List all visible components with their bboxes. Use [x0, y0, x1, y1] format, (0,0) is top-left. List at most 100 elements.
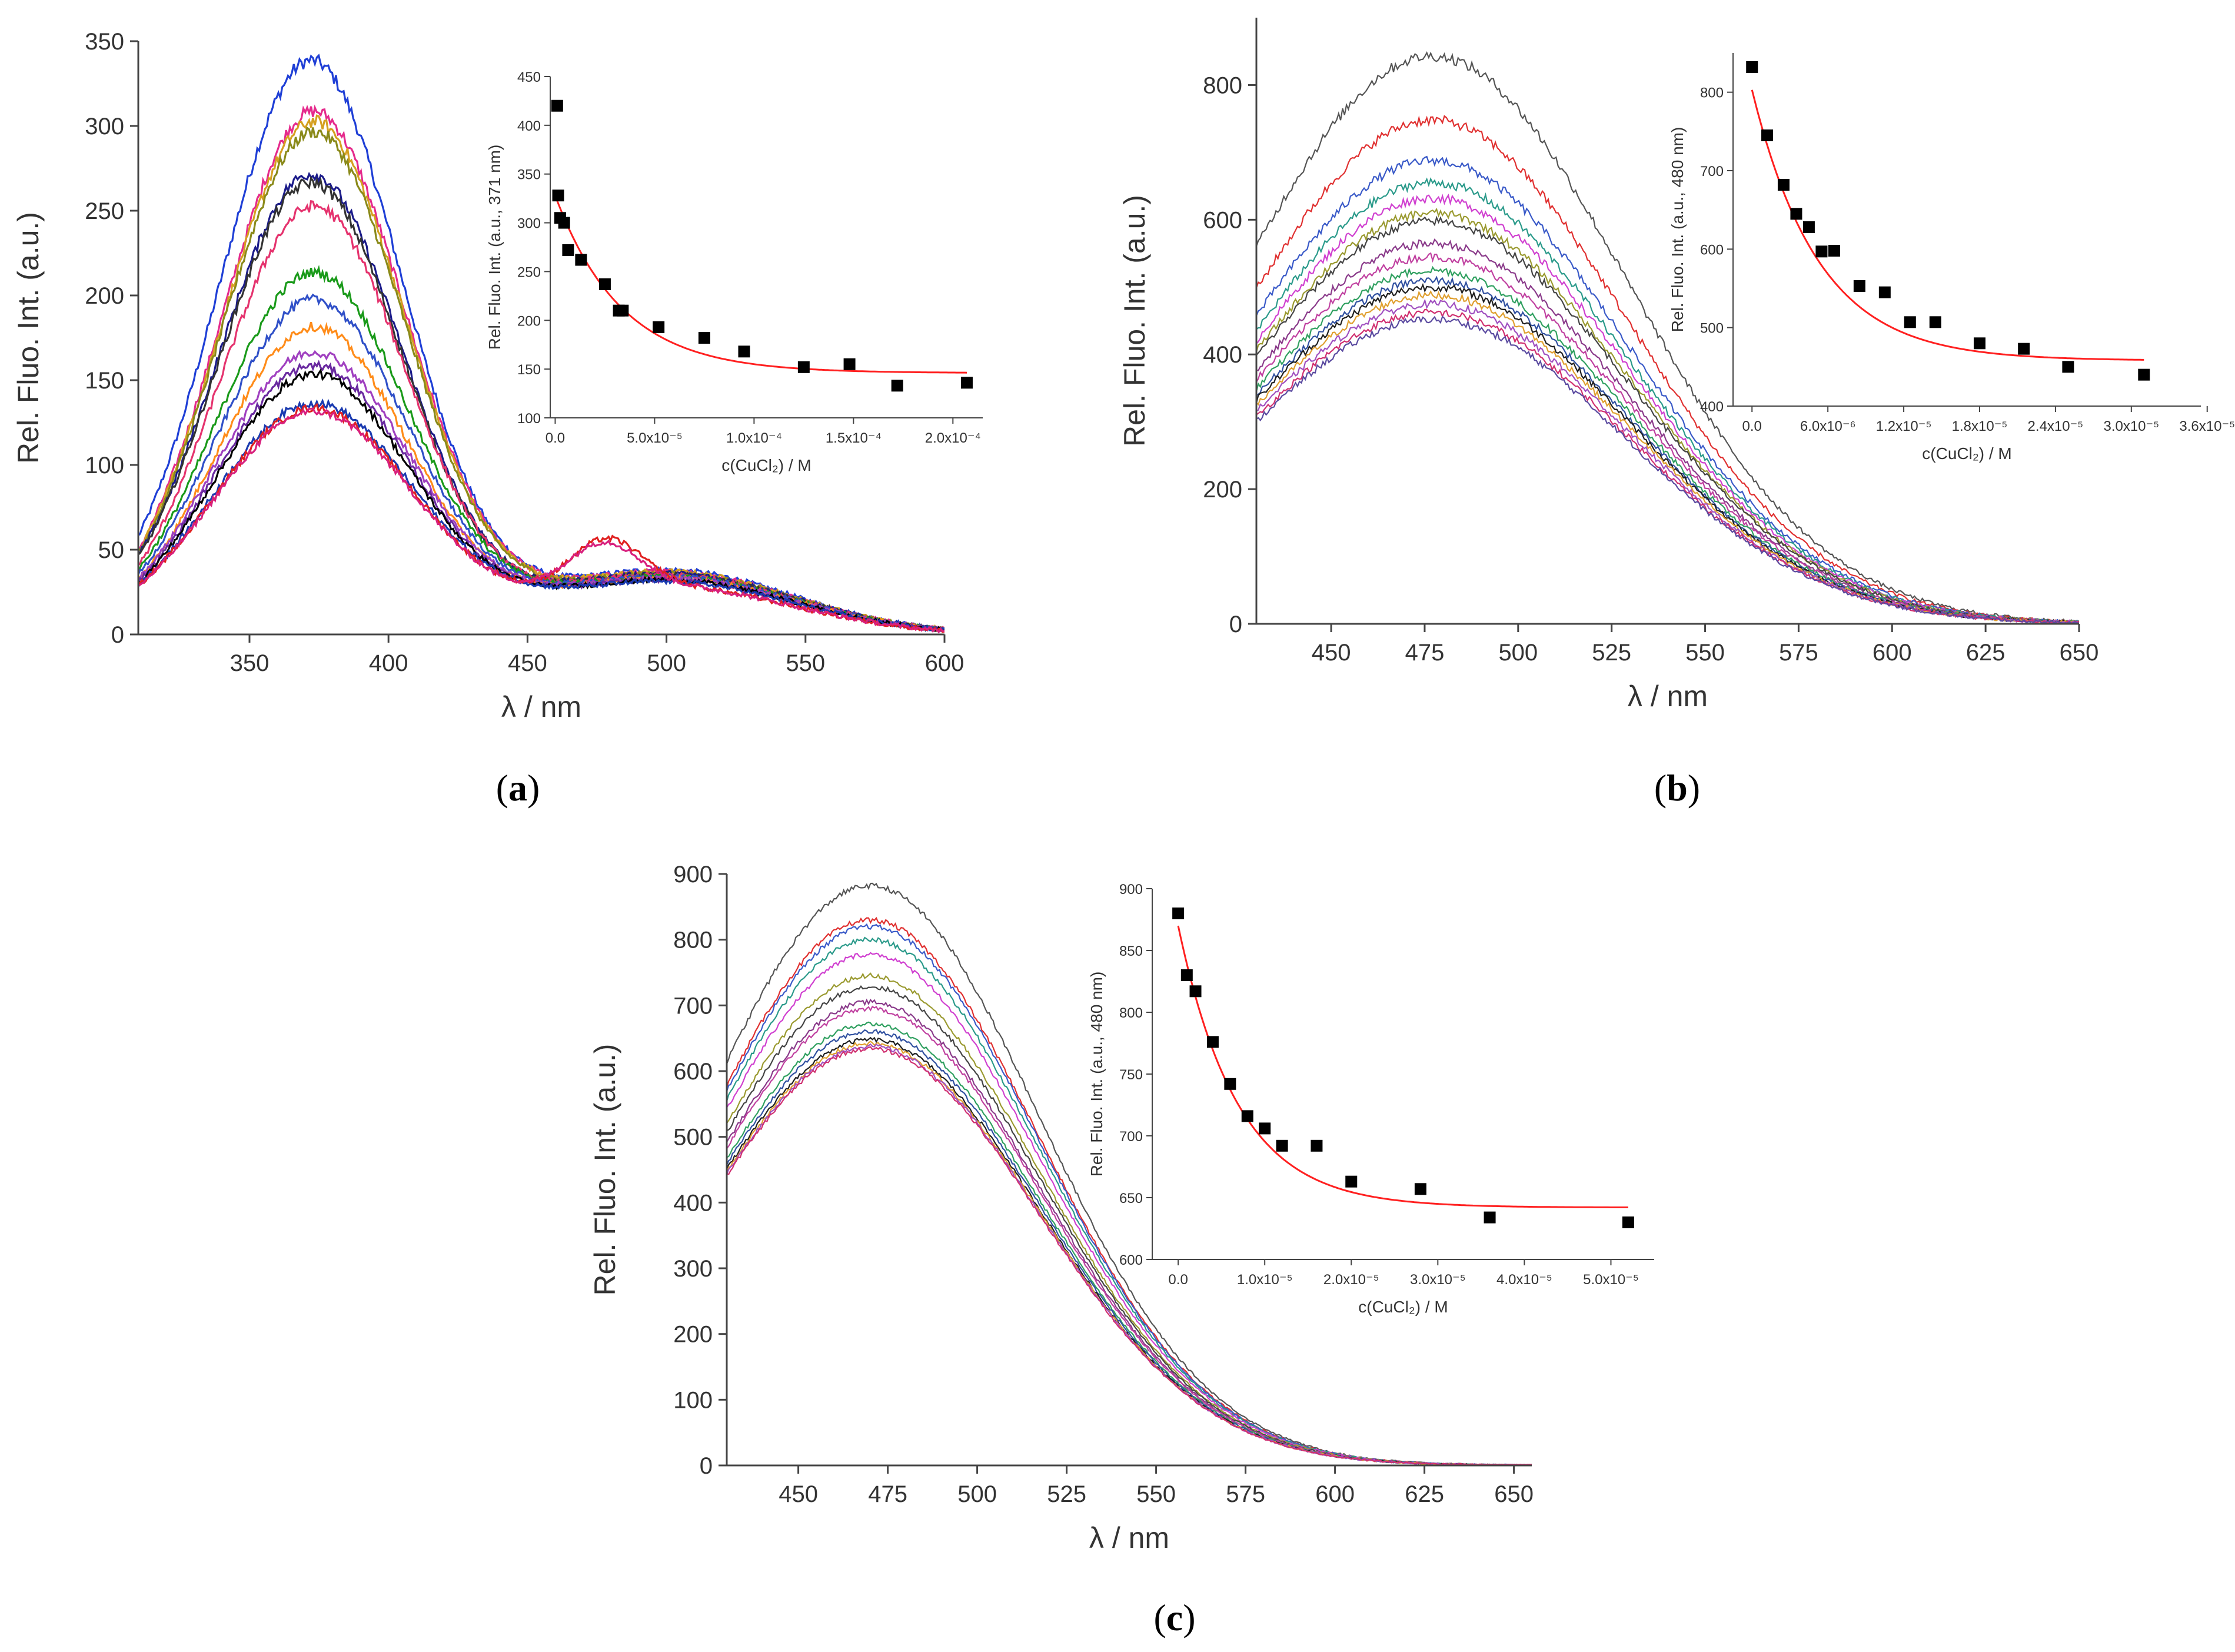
y-tick-label: 0: [700, 1453, 713, 1479]
inset-y-tick-label: 650: [1119, 1191, 1143, 1206]
inset-data-point: [1345, 1175, 1358, 1188]
inset-data-point: [891, 380, 903, 392]
inset-data-point: [698, 332, 710, 344]
y-tick-label: 100: [85, 453, 124, 478]
y-tick-label: 200: [85, 283, 124, 309]
inset-data-point: [1802, 221, 1815, 233]
inset-data-point: [562, 244, 574, 256]
spectrum-line-15: [727, 1046, 1532, 1465]
inset-data-point: [653, 321, 665, 333]
x-tick-label: 525: [1047, 1481, 1086, 1507]
spectrum-line-15: [1256, 308, 2079, 624]
y-tick-label: 800: [1203, 72, 1242, 98]
x-tick-label: 600: [925, 650, 964, 676]
x-tick-label: 525: [1592, 640, 1631, 666]
inset-x-tick-label: 1.8x10⁻⁵: [1952, 418, 2008, 434]
inset-x-tick-label: 0.0: [546, 430, 565, 446]
inset: 0.0 5.0x10⁻⁵ 1.0x10⁻⁴ 1.5x10⁻⁴ 2.0x10⁻⁴ 100 15…: [485, 69, 983, 474]
inset-data-point: [1777, 179, 1790, 191]
inset-data-point: [575, 254, 587, 266]
x-tick-label: 500: [647, 650, 686, 676]
inset-y-tick-label: 600: [1119, 1252, 1143, 1268]
spectrum-line-1: [1256, 51, 2079, 624]
inset-y-tick-label: 900: [1119, 882, 1143, 898]
inset-data-point: [960, 377, 973, 389]
inset-y-tick-label: 600: [1700, 242, 1724, 258]
inset-data-point: [1224, 1078, 1236, 1090]
inset-y-tick-label: 350: [517, 167, 541, 183]
x-tick-label: 450: [779, 1481, 818, 1507]
inset-data-point: [1828, 245, 1840, 257]
inset-data-point: [2138, 368, 2150, 381]
panel-label-a: (a): [496, 767, 540, 809]
inset-data-point: [2062, 361, 2074, 373]
inset-data-point: [1790, 208, 1802, 220]
inset-data-point: [598, 278, 611, 290]
x-axis-title: λ / nm: [501, 690, 581, 723]
inset-x-tick-label: 0.0: [1742, 418, 1762, 434]
inset-data-point: [551, 99, 563, 112]
inset-y-tick-label: 200: [517, 313, 541, 329]
inset-data-point: [1484, 1211, 1496, 1224]
inset-data-point: [1180, 969, 1193, 981]
inset-background: [550, 77, 983, 418]
y-tick-label: 900: [673, 862, 713, 888]
x-tick-label: 350: [230, 650, 270, 676]
inset-y-tick-label: 150: [517, 362, 541, 378]
spectrum-line-5: [1256, 194, 2079, 624]
x-tick-label: 450: [1312, 640, 1351, 666]
spectrum-line-7: [1256, 215, 2079, 624]
y-tick-label: 600: [1203, 207, 1242, 233]
y-tick-label: 800: [673, 928, 713, 953]
inset-data-point: [1973, 337, 1985, 350]
x-tick-label: 550: [1136, 1481, 1176, 1507]
inset-data-point: [738, 345, 750, 358]
inset-y-tick-label: 450: [517, 69, 541, 85]
y-tick-label: 0: [1229, 611, 1242, 637]
inset-data-point: [1189, 985, 1202, 998]
panel-c: 450 475 500 525 550 575 600 625 650 0 100 200 300 400…: [588, 862, 1654, 1554]
x-tick-label: 625: [1405, 1481, 1444, 1507]
y-tick-label: 600: [673, 1059, 713, 1085]
spectrum-line-14: [1256, 298, 2079, 624]
x-tick-label: 575: [1779, 640, 1818, 666]
x-tick-label: 600: [1315, 1481, 1355, 1507]
inset-fit-curve: [1177, 925, 1628, 1208]
y-tick-label: 400: [1203, 342, 1242, 368]
inset-x-tick-label: 1.2x10⁻⁵: [1876, 418, 1932, 434]
inset-y-tick-label: 400: [517, 118, 541, 134]
inset-data-point: [1815, 245, 1828, 258]
spectrum-line-14: [138, 398, 944, 633]
inset-data-point: [1853, 280, 1865, 292]
inset-x-tick-label: 5.0x10⁻⁵: [627, 430, 683, 446]
inset-x-tick-label: 2.0x10⁻⁴: [925, 430, 981, 446]
inset-data-point: [843, 358, 856, 370]
y-axis-title: Rel. Fluo. Int. (a.u.): [588, 1044, 621, 1296]
x-axis-title: λ / nm: [1089, 1521, 1169, 1554]
inset-x-tick-label: 0.0: [1168, 1272, 1188, 1288]
inset-x-tick-label: 1.0x10⁻⁵: [1237, 1272, 1293, 1288]
inset-data-point: [1276, 1139, 1288, 1152]
x-tick-label: 650: [2060, 640, 2099, 666]
inset-y-tick-label: 250: [517, 264, 541, 280]
spectra: [1256, 51, 2079, 624]
inset-x-axis-title: c(CuCl₂) / M: [1358, 1298, 1448, 1316]
inset-y-axis-title: Rel. Fluo. Int. (a.u., 480 nm): [1087, 972, 1106, 1177]
inset: 0.0 6.0x10⁻⁶ 1.2x10⁻⁵ 1.8x10⁻⁵ 2.4x10⁻⁵ 3.0x1…: [1668, 53, 2235, 463]
spectra: [138, 54, 944, 634]
inset-data-point: [1206, 1036, 1219, 1048]
inset-y-axis-title: Rel. Fluo. Int. (a.u., 371 nm): [485, 145, 504, 350]
spectrum-line-16: [138, 407, 944, 634]
inset-data-point: [1172, 908, 1185, 919]
inset-data-point: [558, 217, 570, 229]
inset-data-point: [1311, 1139, 1323, 1152]
x-tick-label: 500: [957, 1481, 997, 1507]
inset-x-tick-label: 3.6x10⁻⁵: [2179, 418, 2235, 434]
y-tick-label: 300: [85, 114, 124, 139]
x-axis-title: λ / nm: [1628, 680, 1708, 713]
panel-label-c: (c): [1153, 1597, 1195, 1638]
inset-y-tick-label: 850: [1119, 943, 1143, 959]
inset-x-tick-label: 2.0x10⁻⁵: [1323, 1272, 1379, 1288]
y-tick-label: 200: [673, 1322, 713, 1348]
